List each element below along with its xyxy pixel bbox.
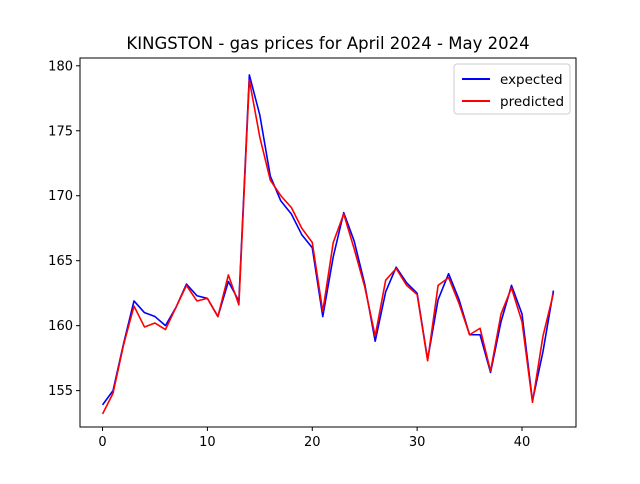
legend-label-expected: expected <box>500 72 563 88</box>
y-tick-label: 175 <box>48 124 73 139</box>
series-line-predicted <box>101 79 555 415</box>
y-tick-label: 180 <box>48 59 73 74</box>
x-tick-label: 10 <box>199 435 216 450</box>
x-tick-label: 40 <box>514 435 531 450</box>
x-tick-label: 0 <box>98 435 106 450</box>
x-tick-label: 30 <box>409 435 426 450</box>
y-tick-label: 170 <box>48 189 73 204</box>
legend-label-predicted: predicted <box>500 94 564 110</box>
plot-area-frame <box>79 57 577 428</box>
y-tick-label: 160 <box>48 319 73 334</box>
y-tick-label: 155 <box>48 384 73 399</box>
y-tick-label: 165 <box>48 254 73 269</box>
x-tick-label: 20 <box>304 435 321 450</box>
series-line-expected <box>101 74 555 406</box>
chart-title: KINGSTON - gas prices for April 2024 - M… <box>126 34 529 53</box>
